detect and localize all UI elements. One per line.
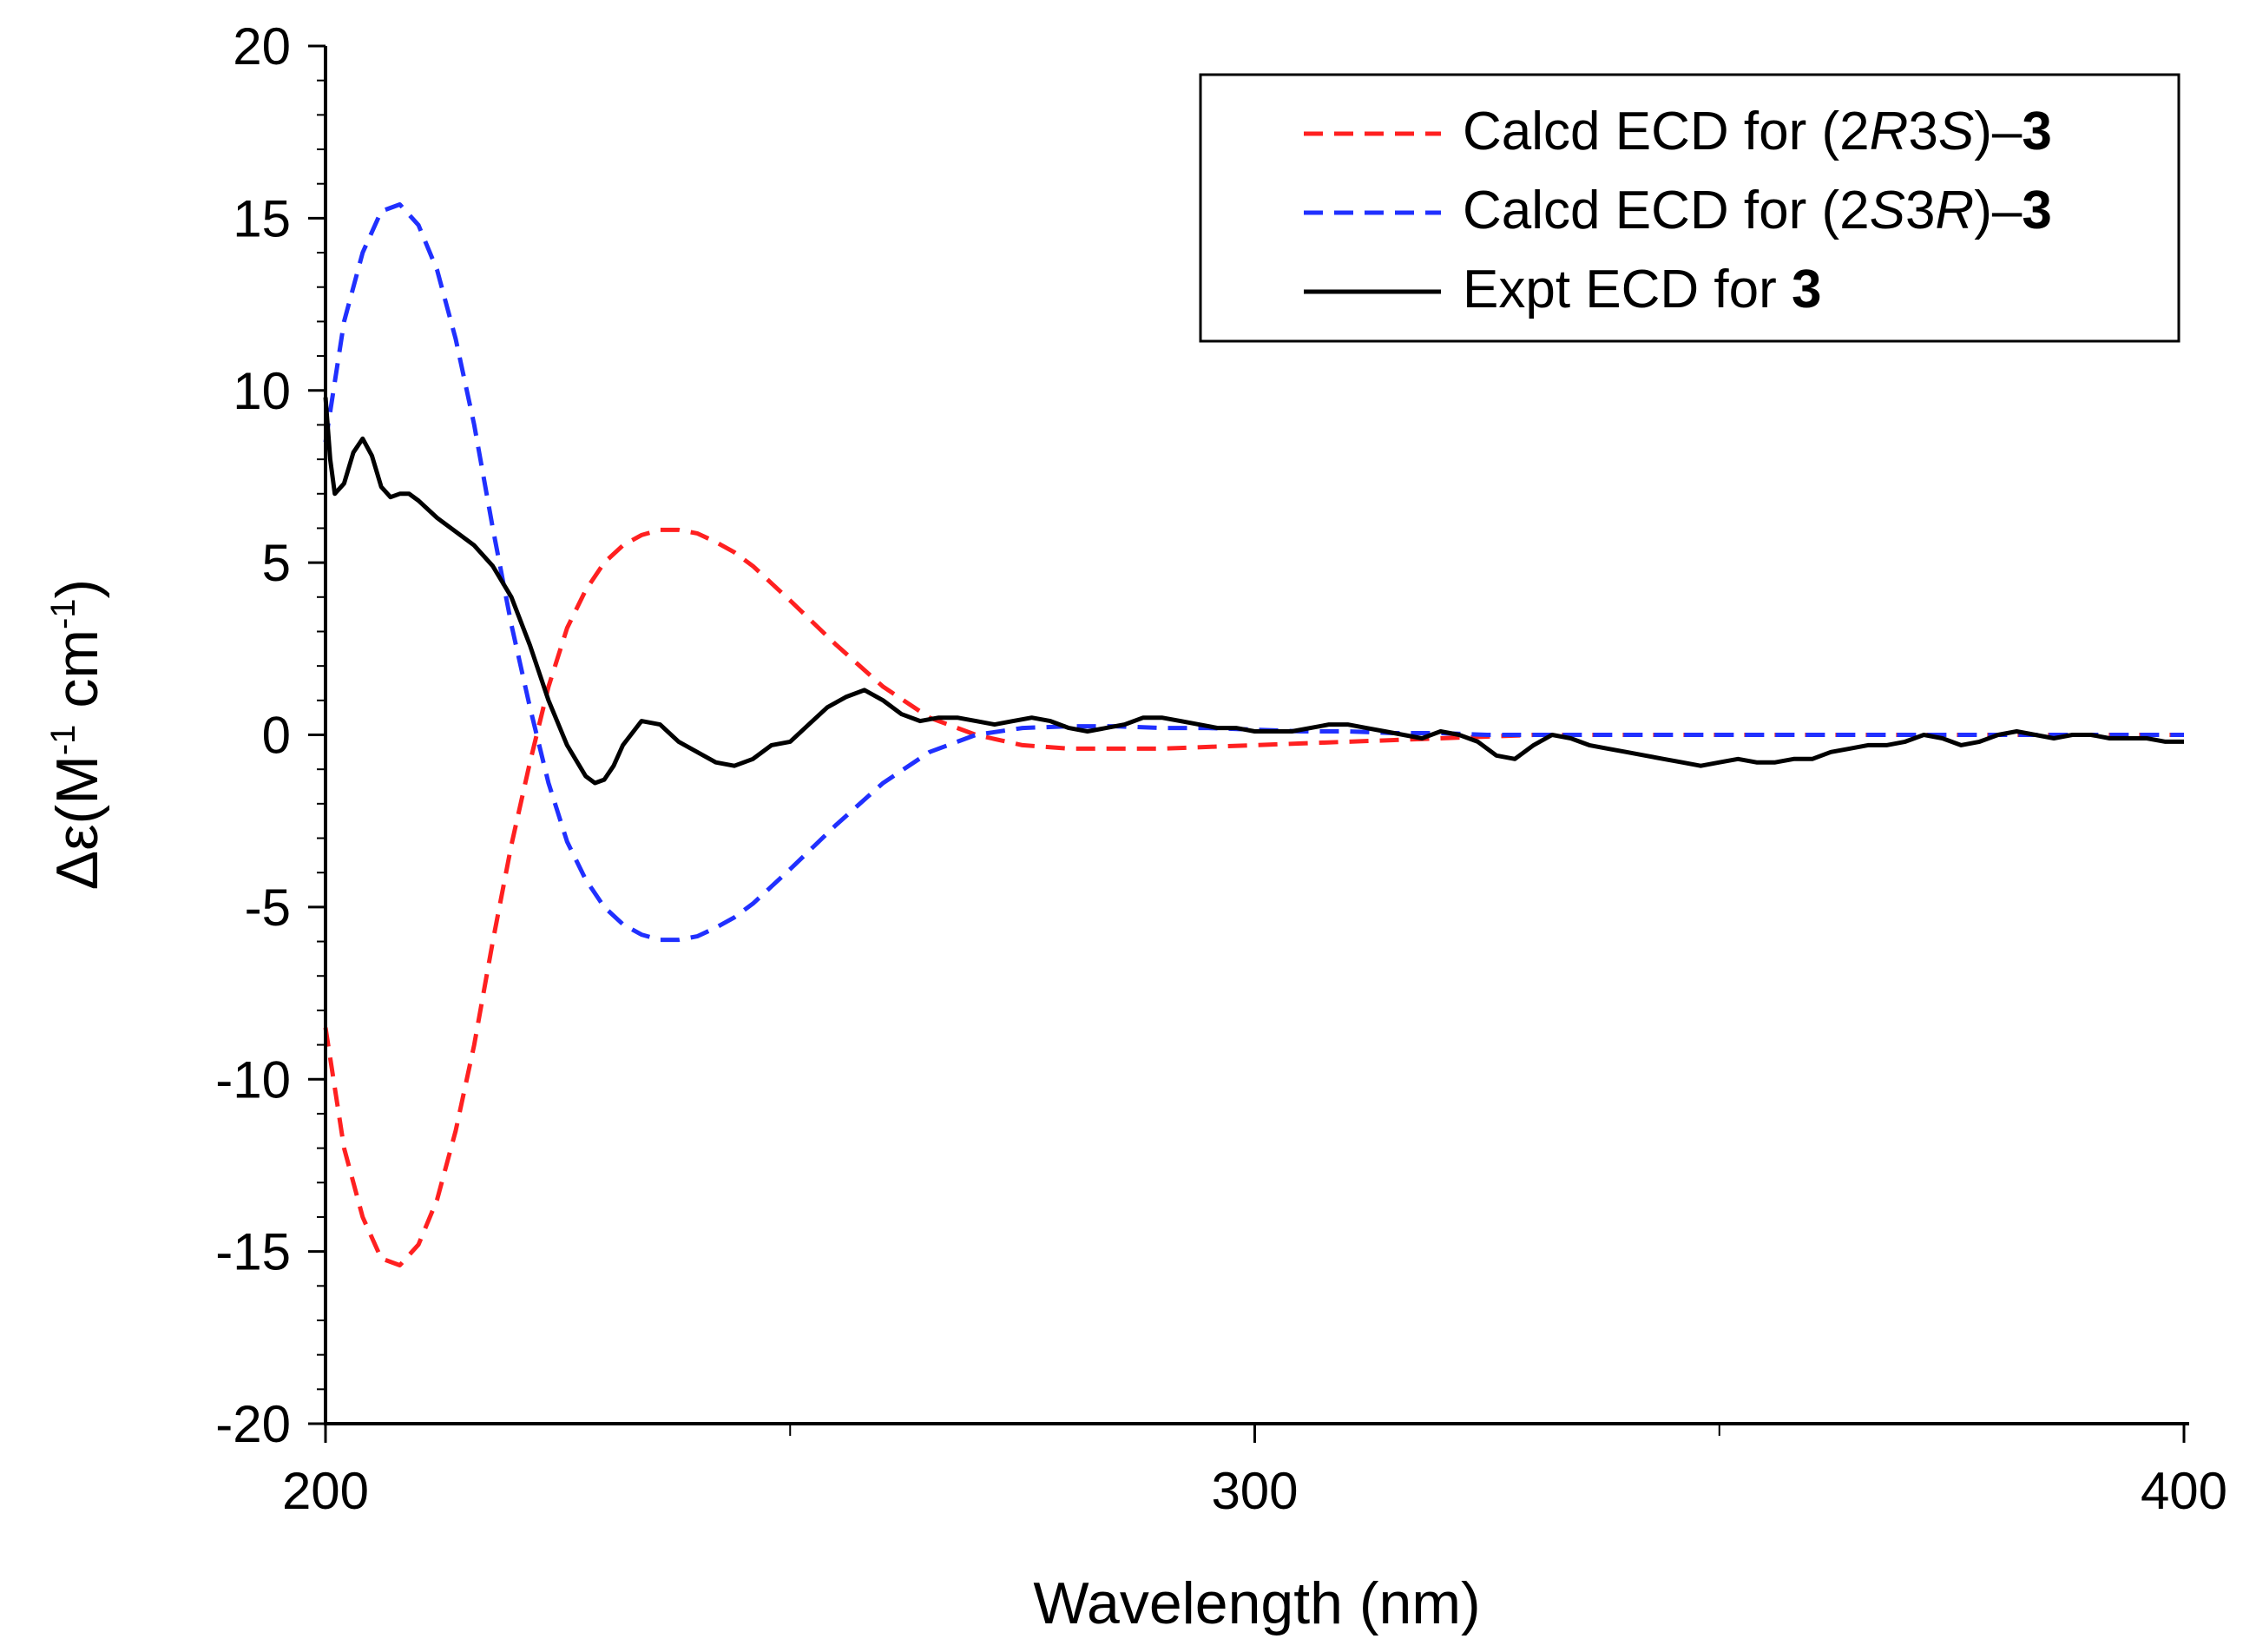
y-axis-unit-exp1: -1: [44, 725, 82, 756]
legend-label-part: S: [1870, 181, 1905, 240]
series-line-3: [323, 397, 2184, 786]
series-line-2: [323, 202, 2184, 943]
y-axis-title: Δε(M-1 cm-1): [44, 579, 110, 890]
legend-label-part: )–: [1974, 181, 2023, 240]
y-tick-label: -5: [245, 879, 291, 937]
y-tick-label: 15: [233, 189, 291, 247]
y-tick-label: -10: [215, 1050, 291, 1109]
y-axis-symbol: Δε: [44, 824, 110, 890]
legend-label-part: 3: [2022, 181, 2051, 240]
y-axis-unit-open: (M: [44, 755, 110, 824]
y-tick-label: 20: [233, 17, 291, 76]
y-tick-label: 0: [262, 707, 291, 765]
legend-label-1: Calcd ECD for (2R3S)–3: [1463, 102, 2052, 161]
x-tick-label: 400: [2141, 1462, 2227, 1520]
legend-label-part: 3: [1908, 102, 1937, 161]
legend-label-part: )–: [1974, 102, 2023, 161]
x-ticks: 200 300 400: [282, 1424, 2227, 1520]
y-axis-unit-mid: cm: [44, 629, 110, 725]
legend-label-part: R: [1870, 102, 1909, 161]
legend-box: [1199, 73, 2181, 343]
x-axis-title: Wavelength (nm): [1033, 1570, 1480, 1636]
legend-label-part: 3: [1792, 260, 1821, 319]
legend-label-part: 3: [1905, 181, 1935, 240]
legend-label-part: Calcd ECD for (2: [1463, 102, 1870, 161]
y-tick-label: -20: [215, 1395, 291, 1453]
y-tick-label: -15: [215, 1223, 291, 1281]
y-axis-unit-close: ): [44, 579, 110, 599]
legend-label-part: Calcd ECD for (2: [1463, 181, 1870, 240]
y-tick-label: 5: [262, 534, 291, 592]
legend-label-part: S: [1938, 102, 1974, 161]
y-axis-unit-exp2: -1: [44, 598, 82, 629]
y-tick-label: 10: [233, 362, 291, 420]
legend-label-part: 3: [2022, 102, 2051, 161]
x-tick-label: 300: [1211, 1462, 1298, 1520]
plot-area: [323, 202, 2184, 1267]
legend-label-2: Calcd ECD for (2S3R)–3: [1463, 181, 2052, 240]
legend-label-part: R: [1935, 181, 1974, 240]
y-ticks: 20 15 10 5 0 -5 -10 -15 -20: [215, 17, 326, 1453]
x-tick-label: 200: [282, 1462, 369, 1520]
legend-label-part: Expt ECD for: [1463, 260, 1792, 319]
legend-label-3: Expt ECD for 3: [1463, 260, 1821, 319]
